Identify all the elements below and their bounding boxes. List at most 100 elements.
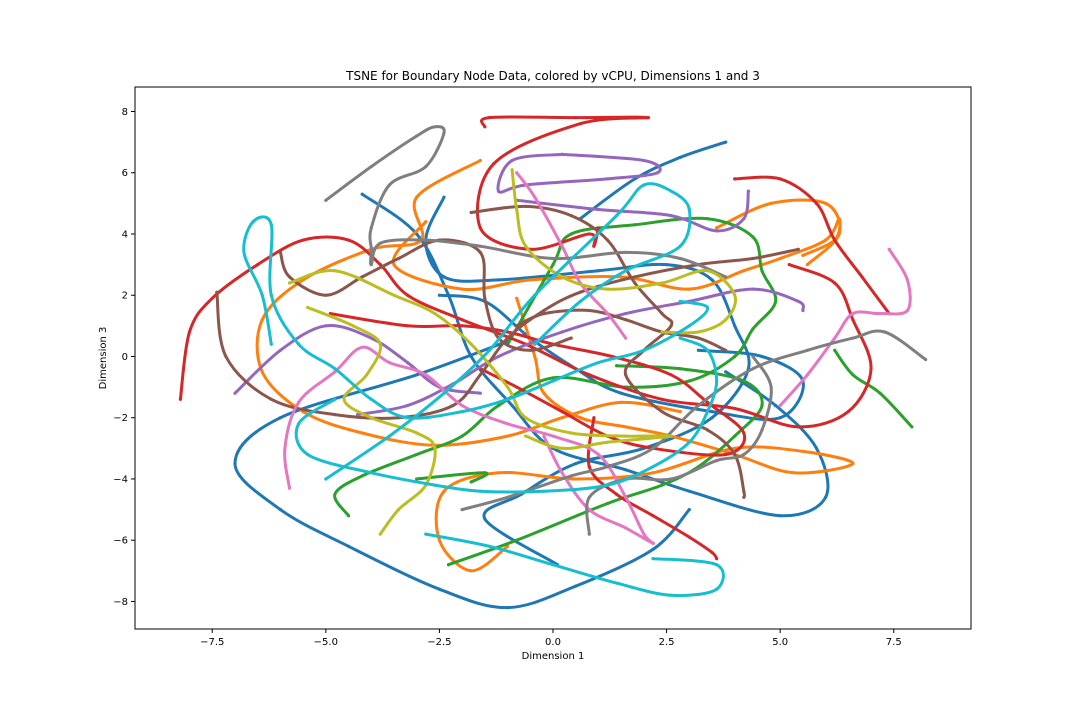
data-point xyxy=(878,312,882,316)
data-point xyxy=(378,263,382,267)
chart-title: TSNE for Boundary Node Data, colored by … xyxy=(345,69,760,83)
data-point xyxy=(287,275,292,279)
data-point xyxy=(733,446,737,450)
data-point xyxy=(592,416,596,420)
series-10 xyxy=(415,471,489,484)
y-tick-label: 4 xyxy=(122,229,128,240)
x-axis-ticks: −7.5 −5.0 −2.5 0.0 2.5 5.0 7.5 xyxy=(200,629,902,648)
data-point xyxy=(369,247,373,251)
data-point xyxy=(478,489,482,493)
data-point xyxy=(387,361,391,365)
data-point xyxy=(615,364,619,368)
data-point xyxy=(574,477,578,481)
data-point xyxy=(724,318,728,322)
series-trace xyxy=(475,115,650,251)
data-point xyxy=(833,238,837,242)
data-point xyxy=(478,373,482,377)
data-point xyxy=(705,410,710,414)
data-point xyxy=(660,330,664,334)
data-point xyxy=(351,324,355,328)
data-point xyxy=(624,373,628,377)
data-point xyxy=(242,250,246,254)
data-point xyxy=(910,425,914,429)
data-point xyxy=(633,281,637,285)
series-36 xyxy=(294,336,719,494)
y-tick-label: −2 xyxy=(113,413,128,424)
data-point xyxy=(710,550,714,555)
data-point xyxy=(651,471,655,475)
data-point xyxy=(778,403,782,408)
data-point xyxy=(624,526,628,530)
data-point xyxy=(824,238,828,242)
data-point xyxy=(687,324,691,328)
data-point xyxy=(469,210,473,215)
data-point xyxy=(528,278,532,282)
data-point xyxy=(542,434,546,438)
data-point xyxy=(696,348,701,352)
data-point xyxy=(619,275,623,279)
series-12 xyxy=(833,348,914,429)
x-tick-label: 2.5 xyxy=(659,637,675,648)
data-point xyxy=(851,336,855,340)
data-point xyxy=(342,397,346,401)
data-point xyxy=(478,226,482,230)
series-trace xyxy=(283,345,656,546)
data-point xyxy=(406,324,410,328)
data-point xyxy=(605,440,610,444)
data-point xyxy=(760,269,764,273)
data-point xyxy=(678,256,682,261)
series-33 xyxy=(306,305,437,536)
data-point xyxy=(442,275,446,279)
data-point xyxy=(733,177,737,181)
data-point xyxy=(796,299,800,303)
data-point xyxy=(378,241,382,245)
data-point xyxy=(687,440,691,444)
series-trace xyxy=(515,171,628,340)
data-point xyxy=(333,492,337,496)
data-point xyxy=(542,312,546,316)
data-point xyxy=(369,226,373,230)
data-point xyxy=(587,495,591,499)
data-point xyxy=(778,256,782,261)
data-point xyxy=(833,348,837,352)
data-point xyxy=(396,256,401,261)
data-point xyxy=(574,462,578,466)
data-point xyxy=(510,158,514,163)
data-point xyxy=(814,201,819,205)
data-point xyxy=(297,342,301,346)
data-point xyxy=(651,446,655,450)
data-point xyxy=(210,296,214,300)
data-point xyxy=(596,269,601,273)
series-31 xyxy=(585,354,773,536)
data-point xyxy=(515,296,519,300)
data-point xyxy=(387,183,391,187)
data-point xyxy=(851,318,855,322)
data-point xyxy=(796,247,800,251)
data-point xyxy=(506,606,510,610)
data-point xyxy=(469,569,473,573)
data-point xyxy=(705,305,710,310)
data-point xyxy=(605,238,610,242)
data-point xyxy=(460,287,464,291)
data-point xyxy=(742,452,746,457)
series-27 xyxy=(515,171,628,340)
data-point xyxy=(846,410,850,414)
data-point xyxy=(478,158,482,163)
data-point xyxy=(596,361,601,365)
data-point xyxy=(805,348,810,352)
data-point xyxy=(733,324,737,328)
data-point xyxy=(251,220,255,224)
data-point xyxy=(696,403,701,408)
data-point xyxy=(669,477,673,481)
data-point xyxy=(569,431,573,435)
series-8 xyxy=(715,198,842,267)
data-point xyxy=(774,403,778,408)
data-point xyxy=(506,495,510,499)
data-point xyxy=(560,152,564,156)
y-tick-label: −6 xyxy=(113,536,128,547)
data-point xyxy=(715,226,719,230)
data-point xyxy=(506,385,510,389)
data-point xyxy=(496,278,501,282)
data-point xyxy=(778,177,782,181)
data-point xyxy=(678,299,682,303)
